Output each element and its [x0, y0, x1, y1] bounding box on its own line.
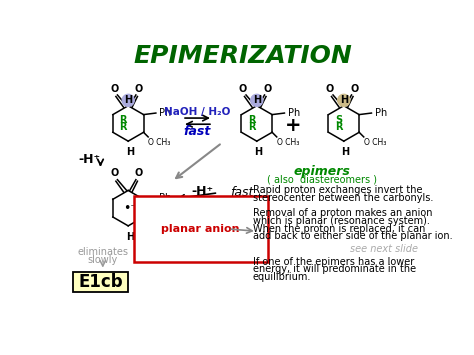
Text: fast: fast [230, 186, 253, 199]
Text: O CH₃: O CH₃ [364, 138, 386, 147]
Text: equilibrium.: equilibrium. [253, 272, 311, 282]
Text: see next slide: see next slide [350, 244, 418, 254]
Text: EPIMERIZATION: EPIMERIZATION [134, 44, 352, 68]
Text: O: O [350, 84, 359, 94]
Text: eliminates: eliminates [77, 247, 128, 257]
Text: H: H [254, 147, 263, 157]
Text: H: H [340, 95, 348, 105]
Text: If one of the epimers has a lower: If one of the epimers has a lower [253, 257, 414, 267]
Text: R: R [335, 122, 342, 132]
Text: O CH₃: O CH₃ [148, 223, 171, 232]
Text: -H⁺: -H⁺ [79, 153, 101, 166]
Text: planar anion: planar anion [161, 224, 240, 234]
Text: H: H [124, 95, 132, 105]
Text: O: O [135, 84, 143, 94]
Text: Ph: Ph [159, 193, 171, 203]
Text: O: O [264, 84, 272, 94]
Text: O: O [110, 169, 118, 179]
Text: O: O [326, 84, 334, 94]
Text: R: R [119, 115, 127, 125]
Text: Removal of a proton makes an anion: Removal of a proton makes an anion [253, 208, 432, 218]
Text: epimers: epimers [294, 165, 351, 178]
Text: -H⁺: -H⁺ [192, 185, 214, 198]
Circle shape [251, 94, 263, 106]
Text: H: H [253, 95, 261, 105]
FancyBboxPatch shape [73, 272, 128, 292]
Circle shape [337, 94, 350, 106]
Text: slowly: slowly [88, 255, 118, 265]
Text: H: H [126, 147, 134, 157]
Text: O CH₃: O CH₃ [148, 138, 171, 147]
Text: energy, it will predominate in the: energy, it will predominate in the [253, 264, 416, 274]
Text: R: R [119, 122, 127, 132]
Text: H: H [341, 147, 349, 157]
Circle shape [122, 94, 134, 106]
Text: When the proton is replaced, it can: When the proton is replaced, it can [253, 224, 425, 234]
Text: Rapid proton exchanges invert the: Rapid proton exchanges invert the [253, 185, 422, 195]
Text: •⁻: •⁻ [123, 202, 137, 215]
Text: O: O [110, 84, 118, 94]
Text: O: O [239, 84, 247, 94]
Text: add back to either side of the planar ion.: add back to either side of the planar io… [253, 231, 453, 241]
Text: S: S [335, 115, 342, 125]
Text: O CH₃: O CH₃ [277, 138, 299, 147]
Text: ( also  diastereomers ): ( also diastereomers ) [267, 175, 377, 185]
Text: stereocenter between the carbonyls.: stereocenter between the carbonyls. [253, 193, 433, 203]
Text: Ph: Ph [288, 108, 300, 118]
Text: Ph: Ph [374, 108, 387, 118]
Text: H: H [126, 232, 134, 242]
Text: O: O [135, 169, 143, 179]
Text: +H⁺: +H⁺ [189, 202, 217, 215]
Text: R: R [247, 122, 255, 132]
Text: Ph: Ph [159, 108, 171, 118]
Text: fast: fast [184, 125, 211, 138]
Text: R: R [247, 115, 255, 125]
Text: NaOH / H₂O: NaOH / H₂O [164, 107, 231, 117]
Text: which is planar (resonance system).: which is planar (resonance system). [253, 216, 430, 226]
Text: +: + [285, 116, 301, 135]
Text: E1cb: E1cb [78, 273, 123, 291]
